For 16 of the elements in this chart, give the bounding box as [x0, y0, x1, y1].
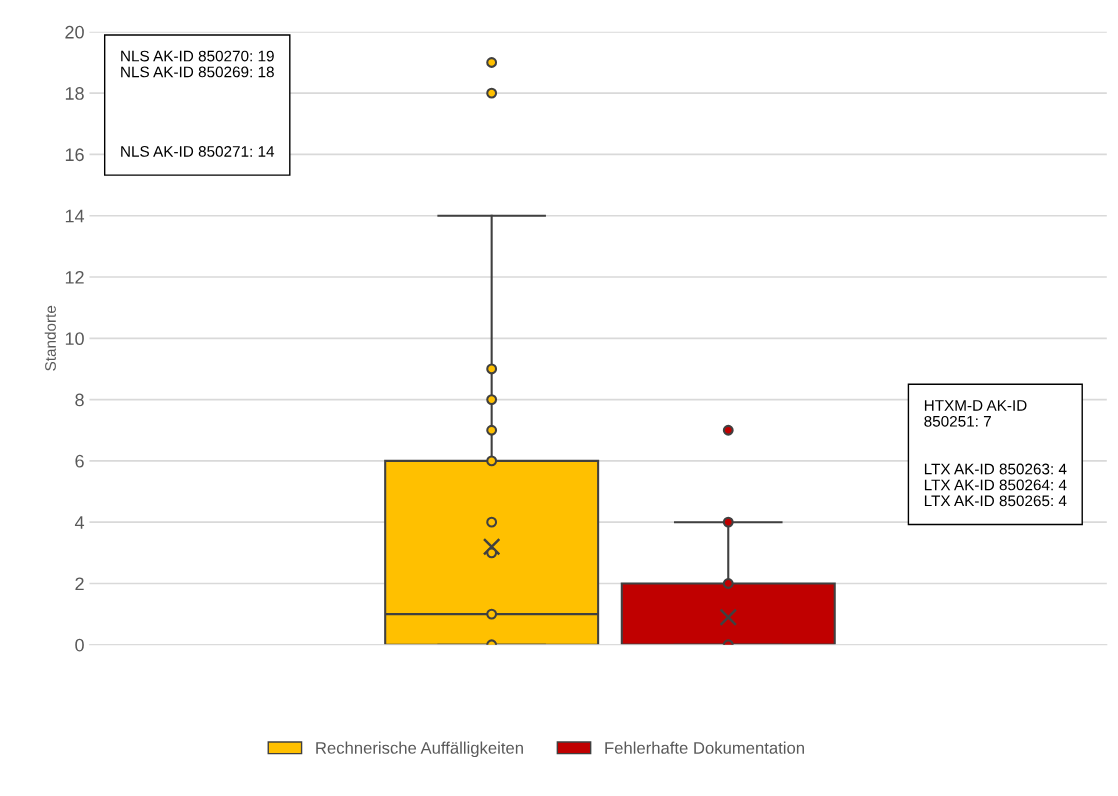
y-tick-label: 0 [75, 638, 84, 652]
y-tick-label: 8 [75, 393, 84, 407]
y-tick-label: 12 [65, 270, 84, 284]
y-tick-label: 6 [75, 454, 84, 468]
y-tick-label: 14 [65, 209, 85, 223]
y-tick-label: 20 [65, 25, 84, 39]
y-tick-label: 10 [65, 332, 84, 346]
text: HTXM-D AK-ID 850251: 7 LTX AK-ID 850263: 4 LTX AK-ID 850264: 4 LTX AK-ID 850265: 4 [924, 400, 1067, 507]
legend-label: Rechnerische Auffälligkeiten [316, 741, 523, 758]
text: NLS AK-ID 850270: 19 NLS AK-ID 850269: 18 NLS AK-ID 850271: 14 [121, 50, 275, 157]
y-axis-title: Standorte [44, 305, 56, 371]
y-tick-label: 18 [65, 87, 84, 100]
y-tick-label: 2 [75, 577, 84, 591]
y-tick-label: 4 [74, 516, 85, 529]
y-tick-label: 16 [65, 148, 84, 162]
legend-label: Fehlerhafte Dokumentation [605, 741, 804, 754]
